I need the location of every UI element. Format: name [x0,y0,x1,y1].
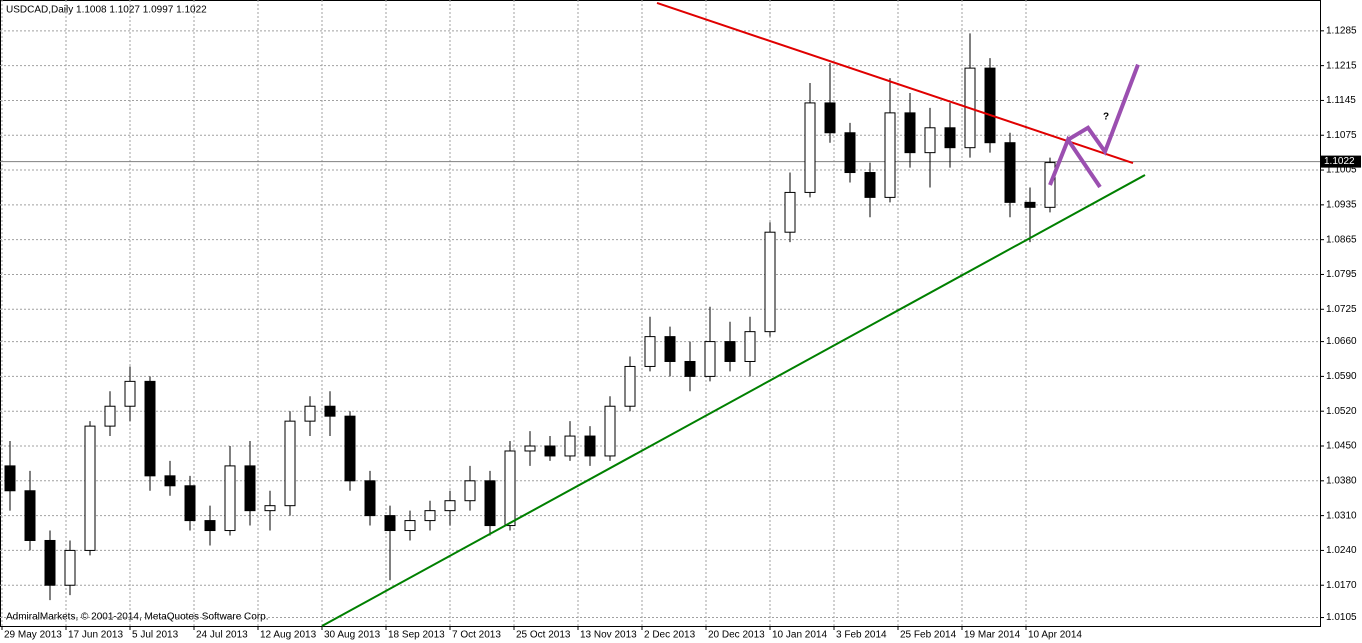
y-tick-label: 1.0795 [1326,269,1357,280]
candle-body [304,405,316,422]
y-tick-label: 1.0660 [1326,336,1357,347]
x-tick-label: 25 Feb 2014 [900,630,957,641]
candle-body [324,405,336,417]
candle-body [844,132,856,174]
candle-body [924,127,936,154]
candle-body [764,231,776,333]
candle-body [424,510,436,522]
y-tick-label: 1.1005 [1326,165,1357,176]
candle-body [124,380,136,407]
candle-body [864,172,876,198]
candle-body [1024,201,1036,208]
candle-body [564,435,576,457]
x-tick-label: 20 Dec 2013 [708,630,765,641]
trend-line [321,174,1146,627]
candle-body [984,67,996,144]
candle-body [44,539,56,586]
candle-body [144,380,156,477]
y-tick-label: 1.0170 [1326,580,1357,591]
y-tick-label: 1.1145 [1326,95,1356,106]
last-price-label: 1.1022 [1324,156,1355,167]
candle-body [444,500,456,512]
candle-body [944,127,956,149]
x-tick-label: 24 Jul 2013 [196,630,248,641]
y-tick-label: 1.0105 [1326,612,1357,623]
candle-body [784,191,796,233]
x-tick-label: 13 Nov 2013 [580,630,637,641]
x-tick-label: 7 Oct 2013 [452,630,501,641]
last-price-tag [1321,155,1361,168]
candle-body [384,515,396,532]
candle-body [404,520,416,532]
y-tick-label: 1.0520 [1326,406,1357,417]
candle-body [104,405,116,427]
candle-body [604,405,616,457]
candle-body [244,465,256,512]
x-tick-label: 5 Jul 2013 [132,630,179,641]
candle-body [4,465,16,492]
candle-body [904,112,916,154]
x-tick-label: 12 Aug 2013 [260,630,317,641]
chart-title: USDCAD,Daily 1.1008 1.1027 1.0997 1.1022 [6,5,207,16]
plot-frame [0,0,1321,627]
x-tick-label: 10 Jan 2014 [772,630,827,641]
x-tick-label: 10 Apr 2014 [1028,630,1082,641]
y-tick-label: 1.1215 [1326,60,1357,71]
candle-body [184,485,196,522]
candle-body [1004,142,1016,203]
annotation: ? [1103,111,1109,122]
x-tick-label: 2 Dec 2013 [644,630,696,641]
footer: AdmiralMarkets, © 2001-2014, MetaQuotes … [6,612,269,623]
y-tick-label: 1.1285 [1326,25,1357,36]
trend-line [1066,63,1140,156]
candle-body [744,331,756,362]
candle-body [524,445,536,452]
y-tick-label: 1.0935 [1326,199,1357,210]
candle-body [724,341,736,362]
candle-body [644,336,656,367]
candle-body [664,336,676,362]
x-tick-label: 19 Mar 2014 [964,630,1021,641]
candle-body [284,420,296,507]
y-tick-label: 1.0450 [1326,441,1357,452]
candle-body [584,435,596,457]
candle-body [684,360,696,377]
candle-body [484,480,496,527]
y-tick-label: 1.0310 [1326,510,1357,521]
candle-body [824,102,836,134]
y-tick-label: 1.0865 [1326,234,1357,245]
candle-body [624,365,636,407]
candle-body [344,415,356,482]
candle-body [264,505,276,512]
trend-line [656,2,1134,165]
candle-body [84,425,96,551]
y-tick-label: 1.1075 [1326,130,1357,141]
candle-body [464,480,476,502]
x-tick-label: 18 Sep 2013 [388,630,445,641]
candle-body [364,480,376,517]
grid [0,0,1320,626]
candle-body [204,520,216,532]
candle-body [804,102,816,193]
x-tick-label: 29 May 2013 [4,630,62,641]
x-tick-label: 30 Aug 2013 [324,630,381,641]
y-tick-label: 1.0380 [1326,475,1357,486]
candle-body [704,341,716,377]
x-tick-label: 3 Feb 2014 [836,630,887,641]
candle-body [884,112,896,198]
y-tick-label: 1.0590 [1326,371,1357,382]
candle-body [544,445,556,457]
candle-body [64,549,76,586]
x-tick-label: 25 Oct 2013 [516,630,571,641]
y-tick-label: 1.0240 [1326,545,1357,556]
x-tick-label: 17 Jun 2013 [68,630,123,641]
y-tick-label: 1.0725 [1326,304,1357,315]
candle-body [164,475,176,487]
candle-body [224,465,236,532]
candle-body [24,490,36,541]
candle-body [504,450,516,527]
